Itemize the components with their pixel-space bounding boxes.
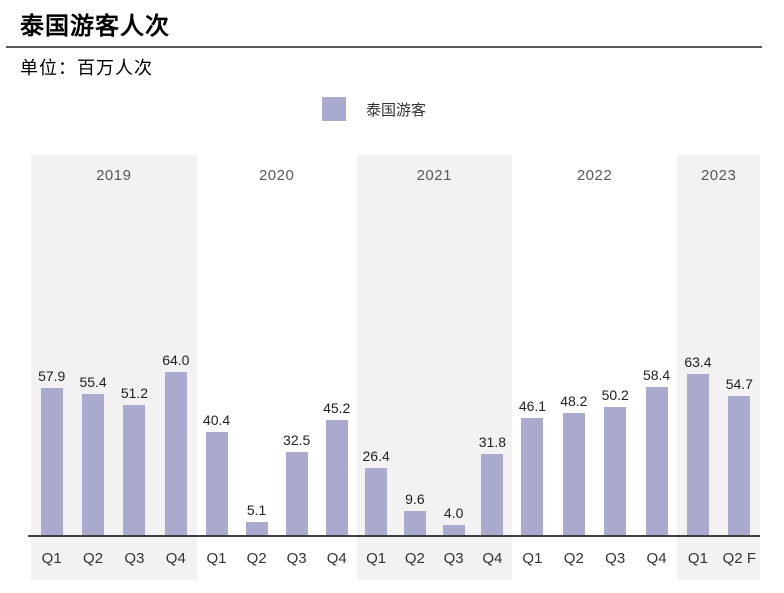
- bar-slot: 58.4 Q4: [636, 155, 677, 580]
- bar-slot: 9.6 Q2: [396, 155, 435, 580]
- quarter-label: Q1: [687, 550, 708, 567]
- value-label: 40.4: [202, 412, 231, 428]
- bar: [245, 522, 268, 535]
- value-label: 48.2: [560, 393, 588, 409]
- value-label: 45.2: [323, 400, 351, 416]
- page-title: 泰国游客人次: [20, 13, 170, 40]
- bar-slot: 51.2 Q3: [114, 155, 155, 580]
- bar-slot: 31.8 Q4: [473, 155, 512, 580]
- bar-slot: 57.9 Q1: [31, 155, 72, 580]
- bar-slot: 55.4 Q2: [72, 155, 113, 580]
- legend-label: 泰国游客: [366, 101, 427, 119]
- bar: [686, 374, 709, 535]
- quarter-label: Q2: [404, 550, 425, 567]
- unit-label: 单位：百万人次: [20, 58, 153, 78]
- year-label: 2021: [416, 167, 452, 184]
- bar-slot: 46.1 Q1: [512, 155, 553, 580]
- bar-slot: 64.0 Q4: [155, 155, 196, 580]
- quarter-label: Q4: [165, 550, 186, 567]
- bar: [123, 405, 146, 535]
- bar: [645, 387, 668, 535]
- quarter-label: Q1: [206, 550, 227, 567]
- quarter-label: Q1: [366, 550, 387, 567]
- title-divider: [6, 46, 762, 48]
- value-label: 5.1: [246, 502, 267, 518]
- quarter-label: Q4: [482, 550, 503, 567]
- bar-slot: 48.2 Q2: [553, 155, 594, 580]
- quarter-label: Q3: [443, 550, 464, 567]
- bar: [40, 388, 63, 535]
- year-label: 2020: [258, 167, 295, 184]
- bar-slot: 40.4 Q1: [197, 155, 237, 580]
- quarter-label: Q3: [605, 550, 626, 567]
- bar: [365, 468, 388, 535]
- bar: [728, 396, 751, 535]
- quarter-label: Q2: [563, 550, 584, 567]
- year-group-2020: 2020 40.4 Q1 5.1 Q2 32.5 Q3 45.2 Q4: [197, 155, 357, 580]
- bar: [403, 511, 426, 535]
- legend-swatch-icon: [322, 97, 346, 121]
- year-label: 2023: [700, 167, 737, 184]
- bar-slot: 4.0 Q3: [434, 155, 473, 580]
- quarter-label: Q2: [246, 550, 267, 567]
- value-label: 58.4: [642, 367, 671, 383]
- bar-slot: 26.4 Q1: [357, 155, 396, 580]
- quarter-label: Q4: [646, 550, 667, 567]
- year-group-2019: 2019 57.9 Q1 55.4 Q2 51.2 Q3 64.0 Q4: [31, 155, 197, 580]
- quarter-label: Q2: [83, 550, 104, 567]
- quarter-label: Q4: [326, 550, 347, 567]
- value-label: 31.8: [478, 434, 506, 450]
- value-label: 63.4: [684, 354, 712, 370]
- bar: [481, 454, 504, 535]
- bar-slot: 54.7 Q2 F: [719, 155, 760, 580]
- bar: [562, 413, 585, 535]
- bar: [205, 432, 228, 535]
- value-label: 51.2: [120, 385, 149, 401]
- year-group-2022: 2022 46.1 Q1 48.2 Q2 50.2 Q3 58.4 Q4: [512, 155, 678, 580]
- bar: [521, 418, 544, 535]
- bar: [164, 372, 187, 535]
- quarter-label: Q3: [124, 550, 145, 567]
- quarter-label: Q1: [41, 550, 62, 567]
- value-label: 55.4: [79, 374, 107, 390]
- value-label: 32.5: [283, 432, 311, 448]
- bar-slot: 5.1 Q2: [237, 155, 277, 580]
- bar-slot: 45.2 Q4: [317, 155, 357, 580]
- year-label: 2022: [576, 167, 613, 184]
- quarter-label: Q3: [286, 550, 307, 567]
- value-label: 26.4: [362, 448, 390, 464]
- value-label: 9.6: [405, 491, 425, 507]
- value-label: 57.9: [38, 368, 66, 384]
- value-label: 4.0: [443, 505, 464, 521]
- year-group-2023: 2023 63.4 Q1 54.7 Q2 F: [677, 155, 760, 580]
- quarter-label: Q2 F: [722, 550, 756, 567]
- value-label: 50.2: [601, 387, 629, 403]
- bar: [325, 420, 348, 535]
- bar-slot: 50.2 Q3: [595, 155, 636, 580]
- value-label: 54.7: [725, 376, 753, 392]
- bar: [442, 525, 465, 535]
- bar-slot: 32.5 Q3: [277, 155, 317, 580]
- value-label: 64.0: [162, 352, 190, 368]
- bar: [82, 394, 105, 535]
- year-group-2021: 2021 26.4 Q1 9.6 Q2 4.0 Q3 31.8 Q4: [356, 155, 512, 580]
- bar-slot: 63.4 Q1: [677, 155, 718, 580]
- legend: 泰国游客: [322, 97, 426, 121]
- bar: [285, 452, 308, 535]
- value-label: 46.1: [518, 398, 547, 414]
- bar: [604, 407, 627, 535]
- bar-chart: 2019 57.9 Q1 55.4 Q2 51.2 Q3 64.0 Q4 2020 40.4 Q1 5.…: [28, 155, 760, 580]
- quarter-label: Q1: [522, 550, 543, 567]
- year-label: 2019: [96, 167, 132, 184]
- x-axis-line: [28, 535, 760, 537]
